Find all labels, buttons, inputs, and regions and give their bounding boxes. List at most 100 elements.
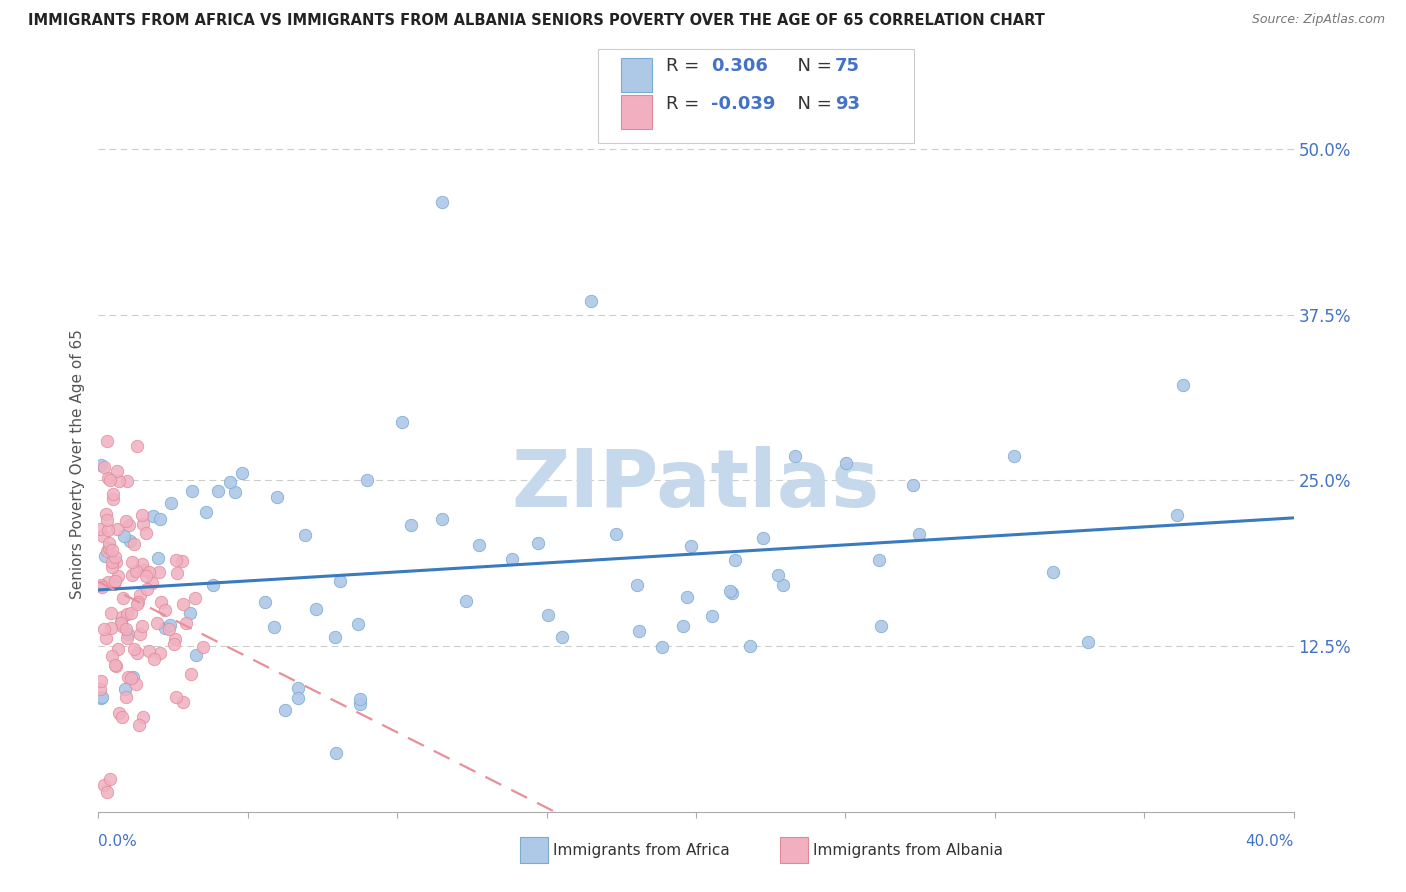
Point <box>101 492 124 507</box>
Point <box>294 528 316 542</box>
Point <box>115 514 138 528</box>
Point <box>231 466 253 480</box>
Text: 40.0%: 40.0% <box>1246 834 1294 849</box>
Point <box>349 691 371 706</box>
Point <box>191 640 214 654</box>
Point <box>184 648 207 662</box>
Point <box>1173 378 1195 392</box>
Point <box>114 529 136 543</box>
Point <box>172 695 194 709</box>
Point <box>127 595 149 609</box>
Point <box>121 556 143 570</box>
Point <box>96 507 118 521</box>
Point <box>181 483 204 498</box>
Point <box>110 615 132 629</box>
Text: ZIPatlas: ZIPatlas <box>512 446 880 524</box>
Point <box>160 496 183 510</box>
Point <box>184 591 207 605</box>
Point <box>752 531 775 545</box>
Point <box>430 512 453 526</box>
Point <box>723 552 745 566</box>
Point <box>105 522 128 536</box>
Point <box>122 642 145 657</box>
Point <box>107 641 129 656</box>
Point <box>110 615 132 630</box>
Point <box>138 643 160 657</box>
Point <box>135 526 157 541</box>
Text: 93: 93 <box>835 95 860 113</box>
Point <box>651 640 673 654</box>
Point <box>104 658 127 673</box>
Point <box>111 710 134 724</box>
Point <box>111 610 134 624</box>
Point <box>100 772 122 786</box>
Point <box>868 553 890 567</box>
Point <box>170 554 193 568</box>
Point <box>901 478 924 492</box>
Point <box>111 619 134 633</box>
Point <box>97 471 120 485</box>
Point <box>97 523 120 537</box>
Text: 0.306: 0.306 <box>711 57 768 76</box>
Point <box>501 552 523 566</box>
Point <box>163 632 186 646</box>
Point <box>166 566 188 580</box>
Point <box>96 434 118 448</box>
Point <box>766 568 789 582</box>
Point <box>179 606 201 620</box>
Point <box>118 533 141 548</box>
Point <box>118 518 141 533</box>
Point <box>132 563 155 577</box>
Point <box>157 623 180 637</box>
Point <box>201 577 224 591</box>
Point <box>681 539 703 553</box>
Point <box>90 577 112 591</box>
Point <box>93 778 115 792</box>
Point <box>772 578 794 592</box>
Point <box>96 785 118 799</box>
Point <box>870 619 893 633</box>
Point <box>117 670 139 684</box>
Point <box>329 574 352 588</box>
Point <box>721 586 744 600</box>
Point <box>526 536 548 550</box>
Point <box>195 505 218 519</box>
Point <box>783 449 806 463</box>
Point <box>131 557 153 571</box>
Point <box>128 718 150 732</box>
Point <box>107 474 129 488</box>
Point <box>148 551 170 566</box>
Point <box>131 619 153 633</box>
Point <box>835 456 858 470</box>
Point <box>101 555 124 569</box>
Point <box>89 681 111 696</box>
Point <box>454 594 477 608</box>
Point <box>391 415 413 429</box>
Text: Immigrants from Africa: Immigrants from Africa <box>553 843 730 857</box>
Point <box>142 509 165 524</box>
Point <box>94 631 117 645</box>
Point <box>100 542 122 557</box>
Point <box>90 690 112 705</box>
Point <box>219 475 242 489</box>
Point <box>115 631 138 645</box>
Point <box>90 458 112 472</box>
Point <box>135 569 157 583</box>
Point <box>103 576 125 591</box>
Point <box>120 671 142 685</box>
Point <box>127 646 149 660</box>
Point <box>273 703 295 717</box>
Text: 0.0%: 0.0% <box>98 834 138 849</box>
Point <box>254 595 277 609</box>
Point <box>174 615 197 630</box>
Point <box>115 622 138 636</box>
Point <box>97 574 120 589</box>
Point <box>104 658 127 673</box>
Text: R =: R = <box>666 57 711 76</box>
Point <box>93 549 115 563</box>
Text: N =: N = <box>786 57 838 76</box>
Point <box>676 590 699 604</box>
Point <box>356 473 378 487</box>
Point <box>148 566 170 580</box>
Point <box>149 646 172 660</box>
